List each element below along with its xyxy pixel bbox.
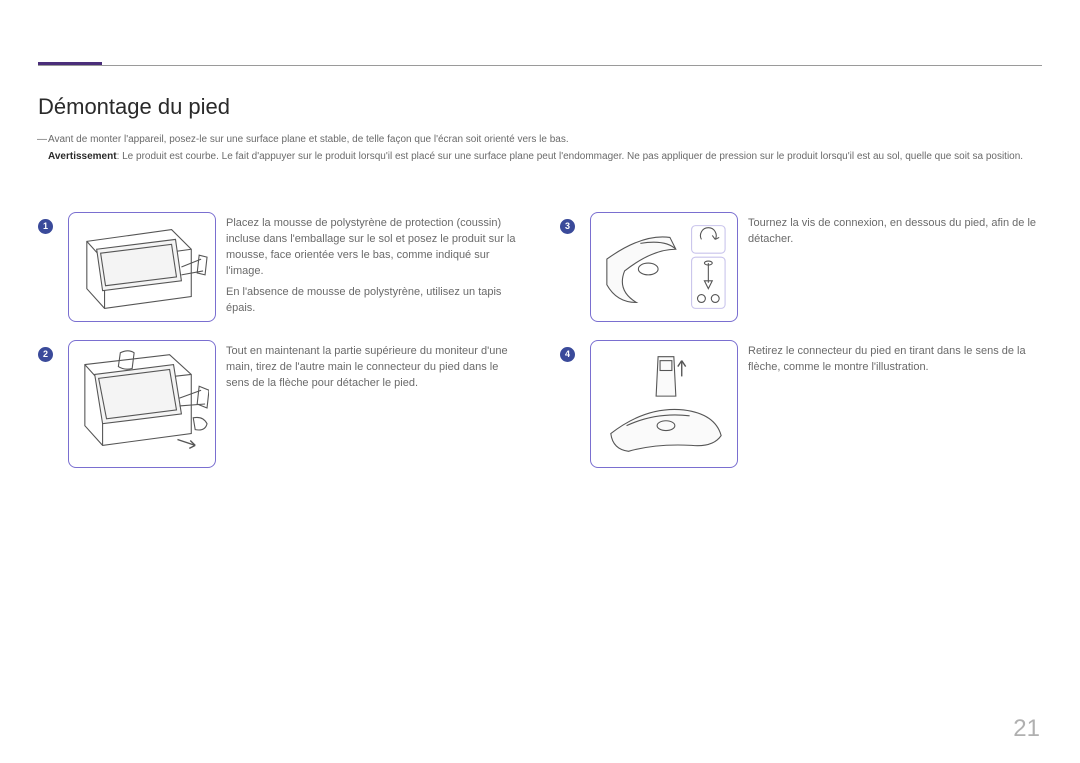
illustration-monitor-on-foam [75,219,209,315]
step-number: 2 [38,347,53,362]
step-text: Tout en maintenant la partie supérieure … [226,340,520,397]
step-text: Retirez le connecteur du pied en tirant … [748,340,1042,381]
steps-grid: 1 [38,212,1042,468]
figure-monitor-on-foam [68,212,216,322]
illustration-detach-stand [75,346,209,462]
step-number: 4 [560,347,575,362]
step-2: 2 [38,340,520,468]
page-number: 21 [1013,715,1040,743]
step-text: Tournez la vis de connexion, en dessous … [748,212,1042,253]
right-column: 3 [560,212,1042,468]
figure-detach-stand-pull [68,340,216,468]
footnote-dash: ― [36,132,48,147]
intro-line1: Avant de monter l'appareil, posez-le sur… [48,134,569,145]
divider-rule [38,65,1042,66]
step-number: 3 [560,219,575,234]
warning-text: : Le produit est courbe. Le fait d'appuy… [117,151,1024,162]
step-text: Placez la mousse de polystyrène de prote… [226,212,520,322]
step-4: 4 [560,340,1042,468]
figure-unscrew-base [590,212,738,322]
step-1: 1 [38,212,520,322]
step-number: 1 [38,219,53,234]
intro-block: ―Avant de monter l'appareil, posez-le su… [36,132,1040,166]
illustration-unscrew-base [597,219,731,315]
step-3: 3 [560,212,1042,322]
section-title: Démontage du pied [38,94,230,120]
illustration-remove-neck [597,346,731,462]
warning-label: Avertissement [48,151,117,162]
figure-remove-neck [590,340,738,468]
left-column: 1 [38,212,520,468]
